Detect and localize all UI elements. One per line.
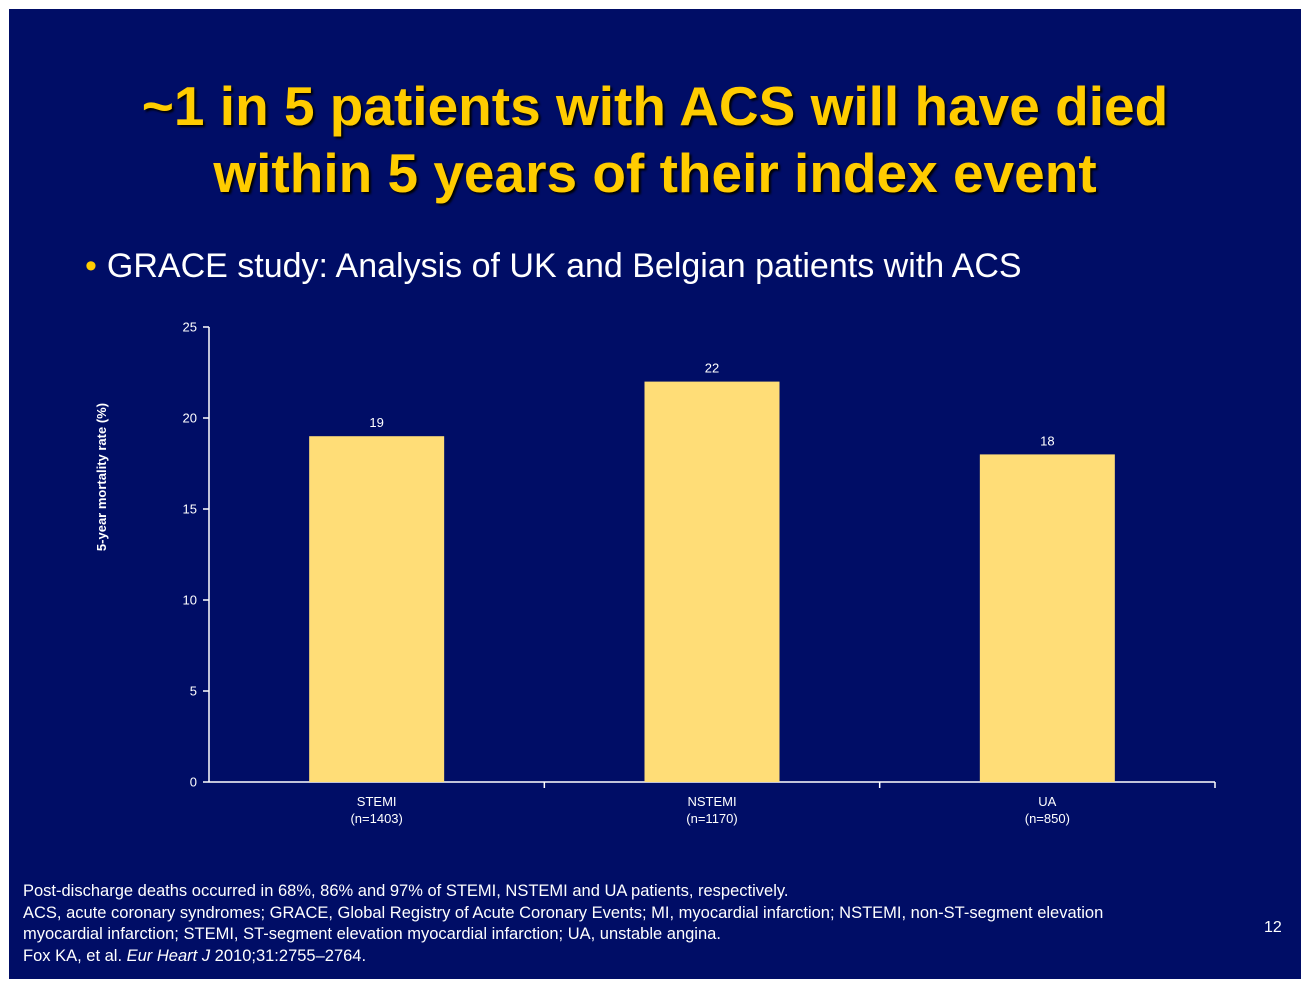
category-sublabel: (n=850) <box>1025 811 1070 826</box>
category-label: STEMI <box>357 794 397 809</box>
footnotes: Post-discharge deaths occurred in 68%, 8… <box>23 881 1243 967</box>
footnote-abbreviations-2: myocardial infarction; STEMI, ST-segment… <box>23 924 1243 946</box>
category-label: NSTEMI <box>687 794 736 809</box>
y-tick-label: 20 <box>183 411 197 426</box>
footnote-deaths: Post-discharge deaths occurred in 68%, 8… <box>23 881 1243 903</box>
bar-nstemi <box>645 382 780 782</box>
data-label: 18 <box>1040 433 1054 448</box>
y-tick-label: 5 <box>190 684 197 699</box>
y-tick-label: 25 <box>183 320 197 335</box>
y-tick-label: 10 <box>183 593 197 608</box>
page-number: 12 <box>1264 919 1282 937</box>
y-tick-label: 0 <box>190 775 197 790</box>
category-label: UA <box>1038 794 1056 809</box>
data-label: 22 <box>705 361 719 376</box>
footnote-reference: Fox KA, et al. Eur Heart J 2010;31:2755–… <box>23 946 1243 968</box>
category-sublabel: (n=1170) <box>686 811 737 826</box>
y-tick-label: 15 <box>183 502 197 517</box>
bar-chart: 0 5 10 15 20 25 5-year mortality rate (%) 19 STE… <box>9 9 1301 889</box>
reference-authors: Fox KA, et al. <box>23 947 127 965</box>
footnote-abbreviations-1: ACS, acute coronary syndromes; GRACE, Gl… <box>23 903 1243 925</box>
slide: ~1 in 5 patients with ACS will have died… <box>9 9 1301 979</box>
reference-journal: Eur Heart J <box>127 947 210 965</box>
bar-stemi <box>309 436 444 782</box>
reference-details: 2010;31:2755–2764. <box>210 947 366 965</box>
y-axis-title: 5-year mortality rate (%) <box>94 403 109 551</box>
bar-ua <box>980 454 1115 782</box>
category-sublabel: (n=1403) <box>350 811 402 826</box>
data-label: 19 <box>369 415 383 430</box>
